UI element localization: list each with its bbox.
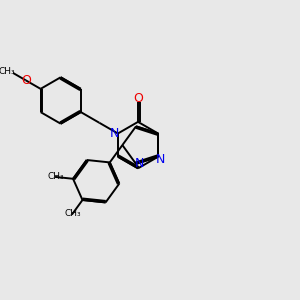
Text: CH₃: CH₃ (0, 67, 16, 76)
Text: O: O (133, 92, 143, 105)
Text: N: N (156, 153, 165, 166)
Text: O: O (21, 74, 31, 87)
Text: CH₃: CH₃ (48, 172, 64, 182)
Text: CH₃: CH₃ (64, 209, 81, 218)
Text: N: N (110, 127, 119, 140)
Text: N: N (135, 158, 144, 170)
